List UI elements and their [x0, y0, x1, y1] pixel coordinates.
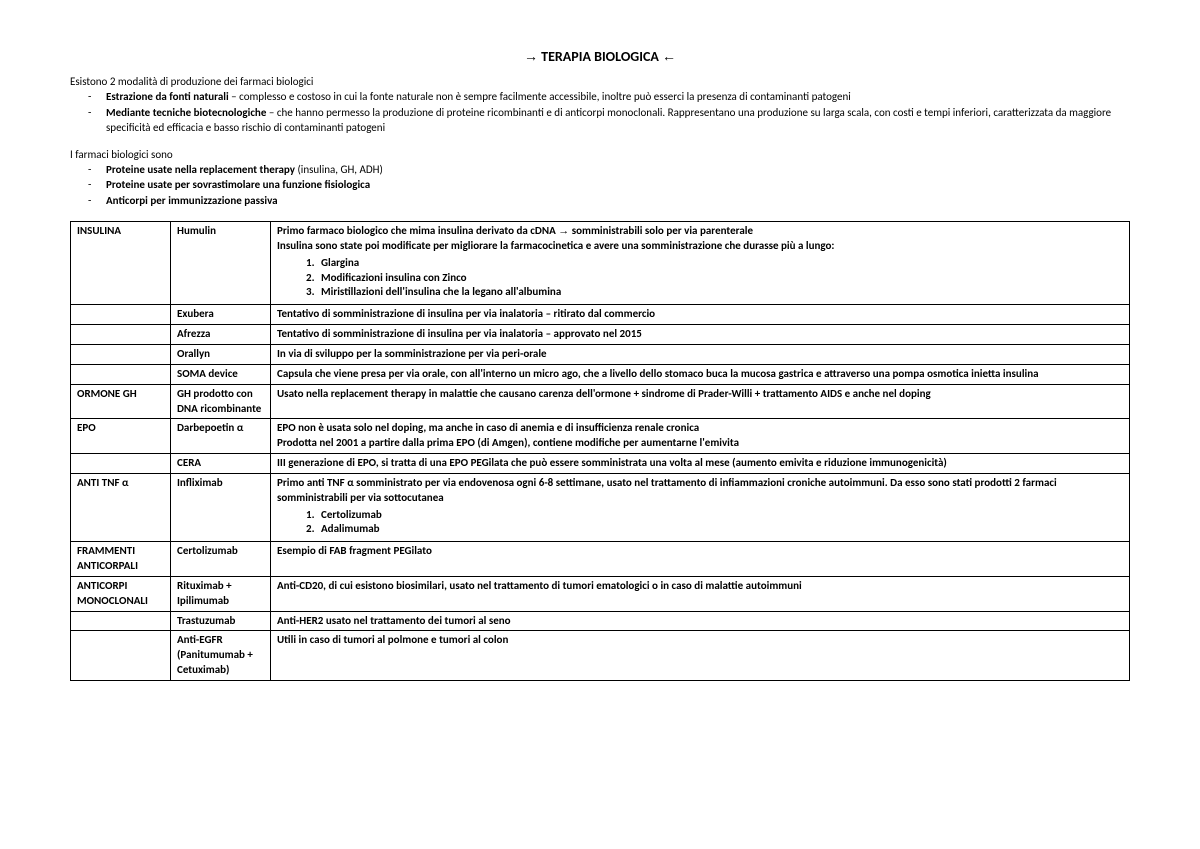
category-cell: ORMONE GH: [71, 384, 171, 419]
bullet-bold: Mediante tecniche biotecnologiche: [106, 106, 266, 119]
list-item: Miristillazioni dell'insulina che la leg…: [317, 285, 1123, 300]
bullet-list-1: Estrazione da fonti naturali – complesso…: [70, 90, 1130, 136]
category-cell: [71, 344, 171, 364]
description-cell: In via di sviluppo per la somministrazio…: [271, 344, 1130, 364]
category-cell: [71, 305, 171, 325]
drug-name-cell: CERA: [171, 454, 271, 474]
category-cell: [71, 364, 171, 384]
bullet-item: Proteine usate per sovrastimolare una fu…: [106, 178, 1130, 193]
drug-table: INSULINAHumulinPrimo farmaco biologico c…: [70, 221, 1130, 681]
bullet-item: Anticorpi per immunizzazione passiva: [106, 194, 1130, 209]
category-cell: EPO: [71, 419, 171, 454]
numbered-list: CertolizumabAdalimumab: [317, 508, 1123, 538]
table-row: AfrezzaTentativo di somministrazione di …: [71, 325, 1130, 345]
title-text: TERAPIA BIOLOGICA: [541, 48, 659, 65]
drug-name-cell: Humulin: [171, 222, 271, 305]
drug-name-cell: Infliximab: [171, 473, 271, 541]
drug-name-cell: Exubera: [171, 305, 271, 325]
table-row: OrallynIn via di sviluppo per la sommini…: [71, 344, 1130, 364]
list-item: Modificazioni insulina con Zinco: [317, 271, 1123, 286]
description-cell: Tentativo di somministrazione di insulin…: [271, 305, 1130, 325]
intro-text-2: I farmaci biologici sono: [70, 148, 1130, 161]
intro-block-2: I farmaci biologici sono Proteine usate …: [70, 148, 1130, 210]
drug-name-cell: Rituximab + Ipilimumab: [171, 576, 271, 611]
bullet-bold: Proteine usate per sovrastimolare una fu…: [106, 178, 370, 191]
description-cell: Utili in caso di tumori al polmone e tum…: [271, 631, 1130, 681]
intro-block-1: Esistono 2 modalità di produzione dei fa…: [70, 75, 1130, 136]
category-cell: [71, 454, 171, 474]
bullet-bold: Anticorpi per immunizzazione passiva: [106, 194, 278, 207]
table-row: ANTICORPI MONOCLONALIRituximab + Ipilimu…: [71, 576, 1130, 611]
list-item: Glargina: [317, 256, 1123, 271]
category-cell: ANTI TNF α: [71, 473, 171, 541]
list-item: Adalimumab: [317, 522, 1123, 537]
table-row: SOMA deviceCapsula che viene presa per v…: [71, 364, 1130, 384]
bullet-item: Mediante tecniche biotecnologiche – che …: [106, 106, 1130, 136]
bullet-rest: (insulina, GH, ADH): [295, 163, 383, 176]
bullet-bold: Proteine usate nella replacement therapy: [106, 163, 295, 176]
numbered-list: GlarginaModificazioni insulina con Zinco…: [317, 256, 1123, 301]
table-row: INSULINAHumulinPrimo farmaco biologico c…: [71, 222, 1130, 305]
bullet-item: Proteine usate nella replacement therapy…: [106, 163, 1130, 178]
drug-name-cell: Afrezza: [171, 325, 271, 345]
category-cell: [71, 611, 171, 631]
description-cell: EPO non è usata solo nel doping, ma anch…: [271, 419, 1130, 454]
drug-name-cell: GH prodotto con DNA ricombinante: [171, 384, 271, 419]
drug-name-cell: SOMA device: [171, 364, 271, 384]
list-item: Certolizumab: [317, 508, 1123, 523]
arrow-right-icon: →: [558, 225, 569, 237]
category-cell: [71, 325, 171, 345]
bullet-list-2: Proteine usate nella replacement therapy…: [70, 163, 1130, 210]
intro-text-1: Esistono 2 modalità di produzione dei fa…: [70, 75, 1130, 88]
bullet-item: Estrazione da fonti naturali – complesso…: [106, 90, 1130, 105]
category-cell: INSULINA: [71, 222, 171, 305]
description-cell: Esempio di FAB fragment PEGilato: [271, 542, 1130, 577]
category-cell: ANTICORPI MONOCLONALI: [71, 576, 171, 611]
table-row: CERAIII generazione di EPO, si tratta di…: [71, 454, 1130, 474]
description-cell: Tentativo di somministrazione di insulin…: [271, 325, 1130, 345]
drug-name-cell: Certolizumab: [171, 542, 271, 577]
description-cell: Capsula che viene presa per via orale, c…: [271, 364, 1130, 384]
table-row: TrastuzumabAnti-HER2 usato nel trattamen…: [71, 611, 1130, 631]
table-row: ANTI TNF αInfliximabPrimo anti TNF α som…: [71, 473, 1130, 541]
description-cell: Primo anti TNF α somministrato per via e…: [271, 473, 1130, 541]
arrow-left-icon: ←: [662, 48, 676, 64]
table-row: EPODarbepoetin αEPO non è usata solo nel…: [71, 419, 1130, 454]
description-cell: Usato nella replacement therapy in malat…: [271, 384, 1130, 419]
drug-name-cell: Orallyn: [171, 344, 271, 364]
bullet-bold: Estrazione da fonti naturali: [106, 90, 229, 103]
drug-name-cell: Anti-EGFR (Panitumumab + Cetuximab): [171, 631, 271, 681]
drug-name-cell: Darbepoetin α: [171, 419, 271, 454]
table-row: FRAMMENTI ANTICORPALICertolizumabEsempio…: [71, 542, 1130, 577]
table-row: ORMONE GHGH prodotto con DNA ricombinant…: [71, 384, 1130, 419]
description-cell: Primo farmaco biologico che mima insulin…: [271, 222, 1130, 305]
category-cell: FRAMMENTI ANTICORPALI: [71, 542, 171, 577]
drug-name-cell: Trastuzumab: [171, 611, 271, 631]
category-cell: [71, 631, 171, 681]
description-cell: III generazione di EPO, si tratta di una…: [271, 454, 1130, 474]
arrow-right-icon: →: [524, 48, 538, 64]
description-cell: Anti-HER2 usato nel trattamento dei tumo…: [271, 611, 1130, 631]
table-row: Anti-EGFR (Panitumumab + Cetuximab)Utili…: [71, 631, 1130, 681]
table-row: ExuberaTentativo di somministrazione di …: [71, 305, 1130, 325]
description-cell: Anti-CD20, di cui esistono biosimilari, …: [271, 576, 1130, 611]
bullet-rest: – complesso e costoso in cui la fonte na…: [229, 90, 851, 103]
page-title: → TERAPIA BIOLOGICA ←: [70, 48, 1130, 65]
